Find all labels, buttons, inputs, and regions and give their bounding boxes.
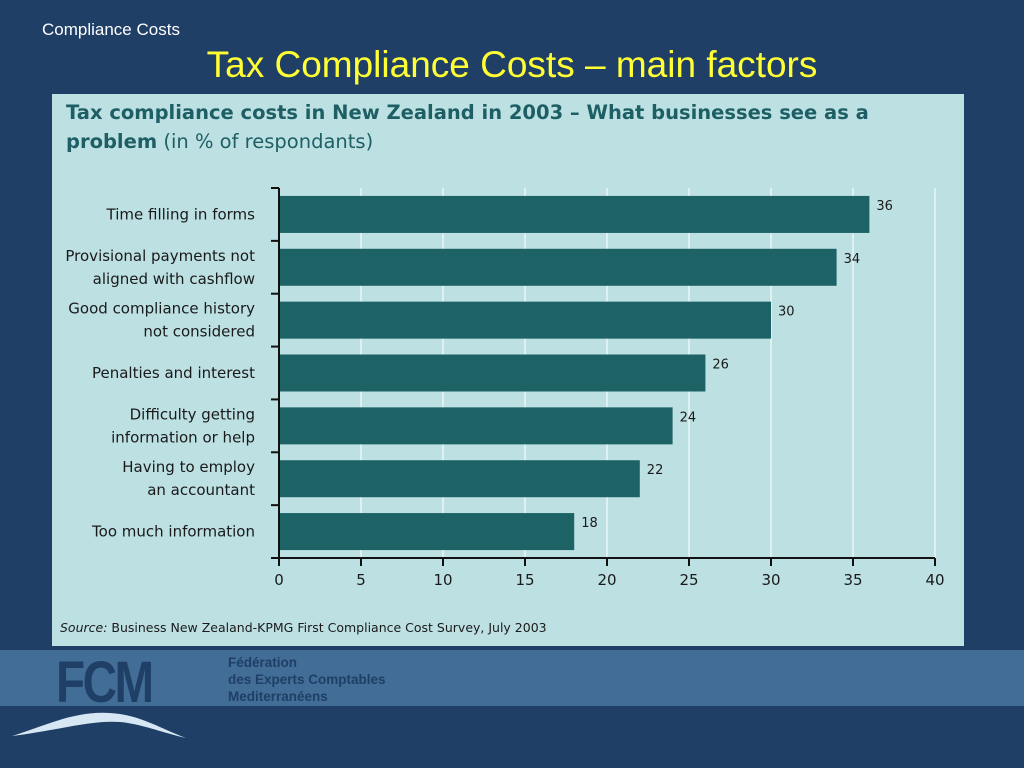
bar xyxy=(279,513,575,551)
bar-value-label: 34 xyxy=(844,252,861,267)
organization-line-1: Fédération xyxy=(228,655,298,670)
organization-line-2: des Experts Comptables xyxy=(228,672,386,687)
x-tick-label: 25 xyxy=(679,571,698,589)
category-label: Good compliance history xyxy=(68,300,255,318)
organization-name: Fédération des Experts Comptables Medite… xyxy=(228,654,386,705)
category-label: Too much information xyxy=(91,523,255,541)
bar xyxy=(279,195,870,233)
section-label: Compliance Costs xyxy=(42,20,180,39)
x-tick-label: 35 xyxy=(843,571,862,589)
bar-value-label: 36 xyxy=(876,199,893,214)
x-tick-label: 5 xyxy=(356,571,366,589)
chart-title: Tax compliance costs in New Zealand in 2… xyxy=(66,98,946,156)
bar-value-label: 22 xyxy=(647,463,664,478)
bar-value-label: 30 xyxy=(778,305,795,320)
chart-title-main: Tax compliance costs in New Zealand in 2… xyxy=(66,101,869,153)
category-label: Difficulty getting xyxy=(130,405,255,423)
fcm-logo: FCM xyxy=(56,650,154,715)
category-label: aligned with cashflow xyxy=(93,270,255,288)
category-label: not considered xyxy=(143,323,255,341)
bar-value-label: 26 xyxy=(712,358,729,373)
slide-title: Tax Compliance Costs – main factors xyxy=(206,44,818,85)
chart-title-unit: (in % of respondants) xyxy=(163,130,374,153)
category-label: Time filling in forms xyxy=(106,205,256,223)
x-tick-label: 10 xyxy=(433,571,452,589)
x-tick-label: 30 xyxy=(761,571,780,589)
bar xyxy=(279,407,673,445)
x-tick-label: 0 xyxy=(274,571,284,589)
bar xyxy=(279,354,706,392)
bar xyxy=(279,248,837,286)
category-label: Provisional payments not xyxy=(65,247,255,265)
wave-logo-icon xyxy=(12,712,186,738)
source-label: Source: xyxy=(60,620,108,635)
bar-value-label: 18 xyxy=(581,516,598,531)
footer-band xyxy=(0,650,1024,706)
x-tick-label: 15 xyxy=(515,571,534,589)
bar-value-label: 24 xyxy=(680,410,697,425)
category-label: Having to employ xyxy=(122,458,255,476)
organization-line-3: Mediterranéens xyxy=(228,689,328,704)
category-label: an accountant xyxy=(147,481,255,499)
source-note: Source: Business New Zealand-KPMG First … xyxy=(60,620,547,635)
bar xyxy=(279,460,640,498)
bar xyxy=(279,301,771,339)
category-label: information or help xyxy=(111,428,255,446)
bar-chart: 36 Time filling in forms 34 Provisional pay… xyxy=(65,187,945,589)
chart-panel: Tax compliance costs in New Zealand in 2… xyxy=(52,94,964,646)
x-tick-label: 20 xyxy=(597,571,616,589)
category-label: Penalties and interest xyxy=(92,364,255,382)
x-tick-label: 40 xyxy=(925,571,944,589)
source-text: Business New Zealand-KPMG First Complian… xyxy=(111,620,547,635)
